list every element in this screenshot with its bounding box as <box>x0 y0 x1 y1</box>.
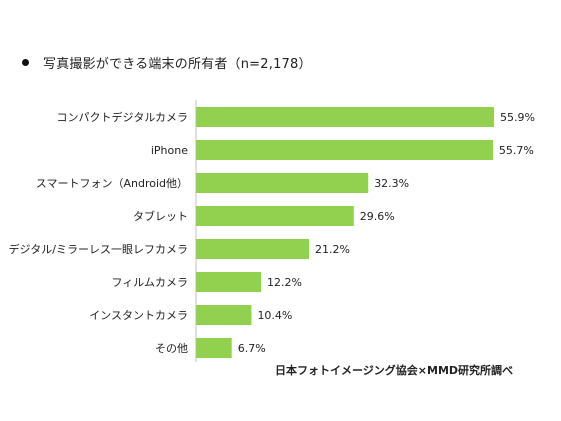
bar <box>196 206 354 226</box>
bar <box>196 173 369 193</box>
category-label: フィルムカメラ <box>111 276 188 289</box>
value-label: 6.7% <box>238 342 266 355</box>
value-label: 55.7% <box>499 144 534 157</box>
title-row: 写真撮影ができる端末の所有者（n=2,178） <box>22 52 312 72</box>
bar <box>196 239 310 259</box>
bar <box>196 272 262 292</box>
chart-title: 写真撮影ができる端末の所有者（n=2,178） <box>43 56 312 72</box>
category-label: iPhone <box>151 144 188 157</box>
value-label: 32.3% <box>374 177 409 190</box>
category-label: コンパクトデジタルカメラ <box>57 110 188 124</box>
category-label: デジタル/ミラーレス一眼レフカメラ <box>9 242 189 256</box>
category-label: インスタントカメラ <box>89 309 188 322</box>
bar <box>196 107 494 127</box>
source-note: 日本フォトイメージング協会×MMD研究所調べ <box>275 364 514 377</box>
bullet-icon <box>22 58 29 66</box>
bar <box>196 305 252 325</box>
category-label: タブレット <box>133 209 188 223</box>
bar <box>196 140 493 160</box>
bars-layer: コンパクトデジタルカメラ 55.9% iPhone 55.7% スマートフォン（Andr… <box>9 107 535 358</box>
category-label: その他 <box>155 342 188 355</box>
value-label: 12.2% <box>267 276 302 289</box>
value-label: 21.2% <box>315 243 350 256</box>
bar <box>196 338 232 358</box>
value-label: 29.6% <box>360 210 395 223</box>
value-label: 55.9% <box>500 111 535 124</box>
value-label: 10.4% <box>257 309 292 322</box>
category-label: スマートフォン（Android他） <box>36 177 188 190</box>
